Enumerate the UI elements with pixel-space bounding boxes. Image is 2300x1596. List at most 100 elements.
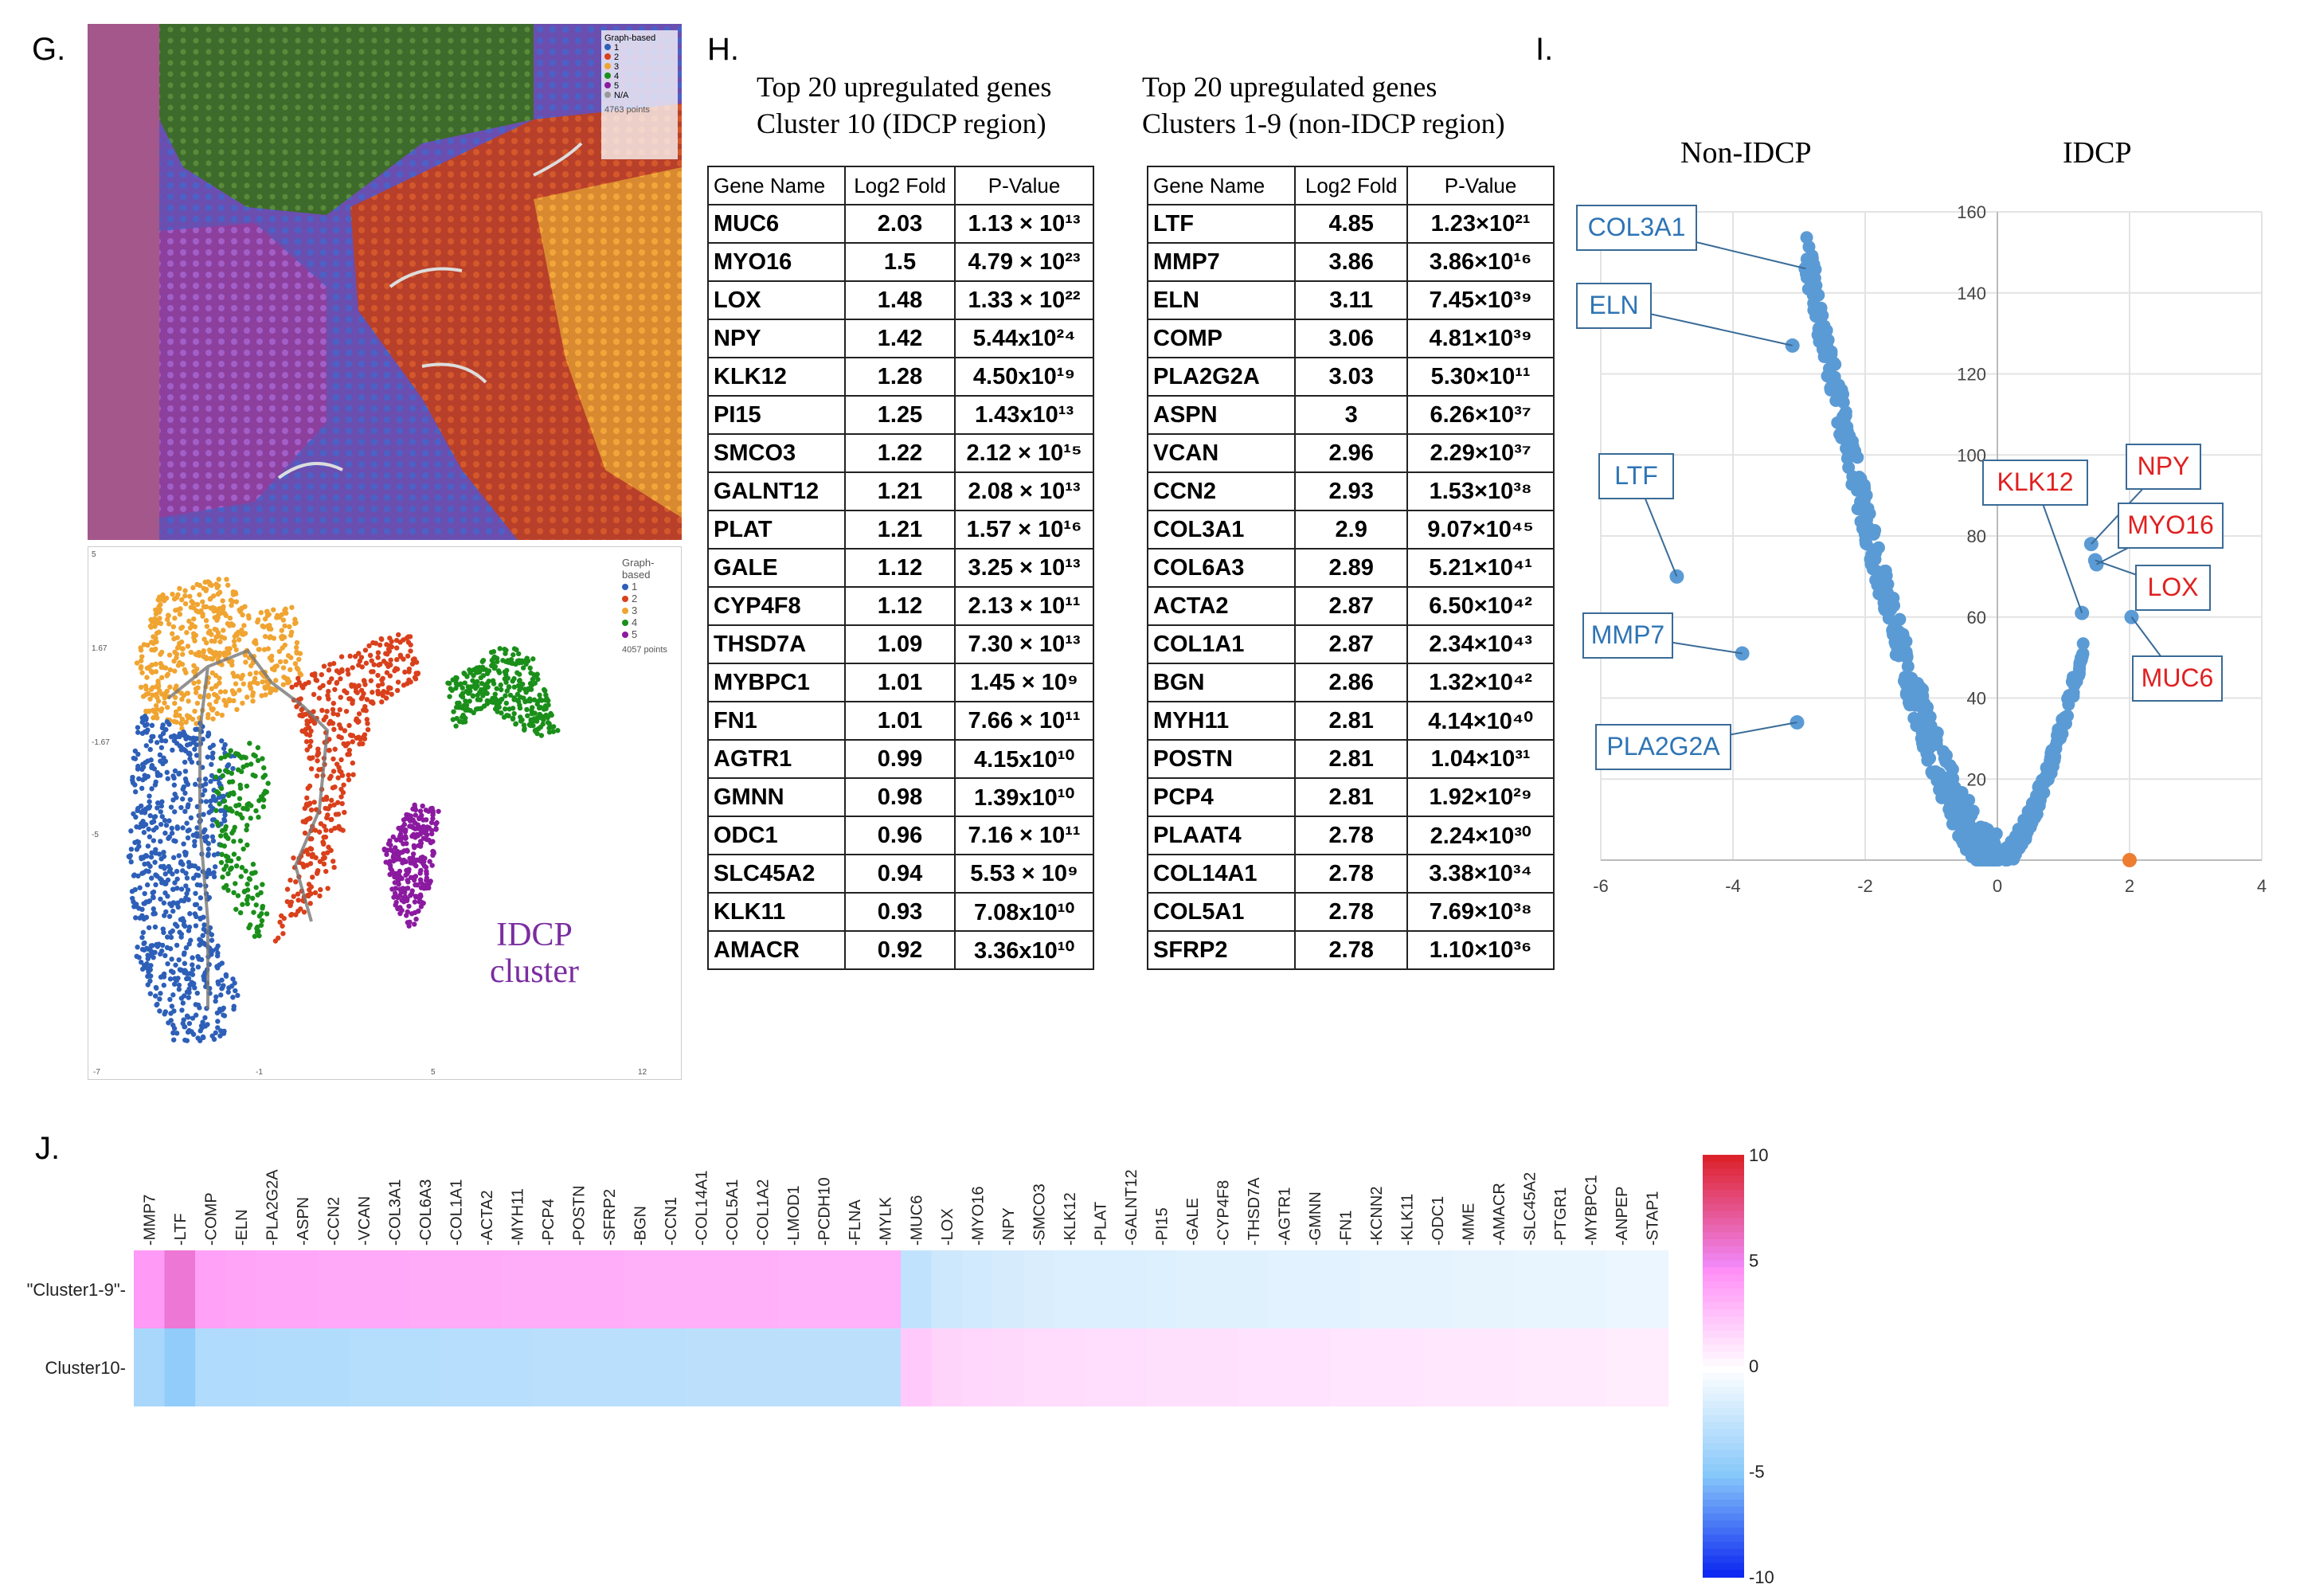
p-value-cell: 1.23×10²¹ [1406,204,1555,244]
callout-box [1598,453,1674,499]
heatmap-cell [624,1328,656,1406]
colorbar-segment [1703,1161,1744,1170]
p-value-cell: 2.08 × 10¹³ [954,471,1094,511]
gene-name-cell: BGN [1146,663,1297,702]
volcano-point [2061,692,2075,706]
colorbar-segment [1703,1499,1744,1508]
heatmap-column-label: -MYBPC1 [1583,1175,1601,1246]
p-value-cell: 7.69×10³⁸ [1406,892,1555,932]
heatmap-cell [716,1328,749,1406]
volcano-point [1825,358,1839,372]
colorbar-tick: -5 [1749,1462,1765,1482]
heatmap-cell [1299,1250,1332,1328]
heatmap-cell [1360,1328,1393,1406]
volcano-point [2028,811,2041,824]
table-row: COMP 3.06 4.81×10³⁹ [1146,319,1555,358]
heatmap-cell [1422,1328,1454,1406]
volcano-point [2044,766,2058,780]
volcano-y-tick: 160 [1957,202,1986,222]
volcano-point [2048,753,2061,767]
heatmap-column-label: -PTGR1 [1552,1187,1570,1246]
log2-fold-cell: 2.78 [1294,930,1409,970]
p-value-cell: 5.21×10⁴¹ [1406,548,1555,588]
gene-name-cell: GALE [707,548,846,588]
heatmap-cell [624,1250,656,1328]
heatmap-cell [1054,1328,1086,1406]
volcano-labeled-point [1735,646,1750,661]
p-value-cell: 7.45×10³⁹ [1406,280,1555,320]
volcano-point [1899,688,1913,702]
p-value-cell: 2.24×10³⁰ [1406,816,1555,855]
gene-name-cell: MYO16 [707,242,846,282]
p-value-cell: 9.07×10⁴⁵ [1406,510,1555,550]
table-row: PLAAT4 2.78 2.24×10³⁰ [1146,816,1555,855]
log2-fold-cell: 0.93 [843,892,956,932]
table-row: COL5A1 2.78 7.69×10³⁸ [1146,892,1555,932]
heatmap-cell [1330,1328,1362,1406]
heatmap-cell [593,1250,626,1328]
table-row: COL3A1 2.9 9.07×10⁴⁵ [1146,510,1555,550]
colorbar-segment [1703,1225,1744,1234]
heatmap-cell [502,1328,534,1406]
umap-legend-label: 3 [632,604,638,616]
callout-box [1576,205,1697,251]
volcano-point [1958,820,1971,833]
column-header: Log2 Fold [1294,166,1409,205]
colorbar-segment [1703,1506,1744,1515]
umap-legend-item: 4 [622,616,681,628]
volcano-point [1848,444,1862,458]
heatmap-column-label: -LMOD1 [785,1185,803,1246]
heatmap-cell [870,1250,902,1328]
colorbar-segment [1703,1485,1744,1493]
colorbar-segment [1703,1218,1744,1226]
heatmap-column-label: -COL1A1 [448,1179,465,1246]
table-left-title-line1: Top 20 upregulated genes [757,71,1052,103]
umap-points-count: 4057 points [622,645,667,655]
heatmap-column-label: -ANPEP [1614,1187,1631,1246]
table-row: AMACR 0.92 3.36x10¹⁰ [707,930,1094,970]
heatmap-column-label: -FN1 [1338,1211,1355,1246]
table-row: PLAT 1.21 1.57 × 10¹⁶ [707,510,1094,550]
table-row: CYP4F8 1.12 2.13 × 10¹¹ [707,586,1094,626]
colorbar-tick: 10 [1749,1147,1768,1165]
heatmap-cell [1115,1328,1148,1406]
colorbar-segment [1703,1394,1744,1402]
colorbar-segment [1703,1274,1744,1282]
gene-name-cell: PLA2G2A [1146,357,1297,397]
umap-x-tick: -1 [256,1068,263,1077]
heatmap-cell [471,1250,503,1328]
heatmap-cell [716,1250,749,1328]
heatmap-cell [1023,1250,1055,1328]
callout-box [1595,724,1731,770]
table-row: BGN 2.86 1.32×10⁴² [1146,663,1555,702]
heatmap-cell [1453,1328,1484,1406]
colorbar-tick: 0 [1749,1356,1758,1376]
heatmap-column-label: -COMP [202,1192,220,1246]
gene-name-cell: MMP7 [1146,242,1297,282]
heatmap-column-label: -GALNT12 [1123,1169,1140,1246]
table-row: SLC45A2 0.94 5.53 × 10⁹ [707,854,1094,894]
colorbar-segment [1703,1408,1744,1416]
heatmap-cell [164,1328,197,1406]
log2-fold-cell: 4.85 [1294,204,1409,244]
heatmap-column-label: -AMACR [1491,1183,1508,1246]
umap-cluster-2 [272,632,421,944]
heatmap-cell [962,1250,994,1328]
p-value-cell: 3.86×10¹⁶ [1406,242,1555,282]
heatmap-cell [1054,1250,1086,1328]
umap-legend-item: 3 [622,604,681,616]
heatmap-cell [1207,1250,1239,1328]
gene-name-cell: MYBPC1 [707,663,846,702]
umap-legend-label: 2 [632,593,638,604]
heatmap-cell [747,1250,779,1328]
p-value-cell: 1.10×10³⁶ [1406,930,1555,970]
colorbar-segment [1703,1316,1744,1324]
umap-x-tick: -7 [93,1068,100,1077]
callout-box [1576,283,1652,329]
log2-fold-cell: 2.86 [1294,663,1409,702]
heatmap-cell [1176,1250,1209,1328]
volcano-point [1923,752,1937,765]
volcano-point [1981,823,1994,836]
colorbar-segment [1703,1302,1744,1311]
umap-cluster-4 [213,741,271,939]
